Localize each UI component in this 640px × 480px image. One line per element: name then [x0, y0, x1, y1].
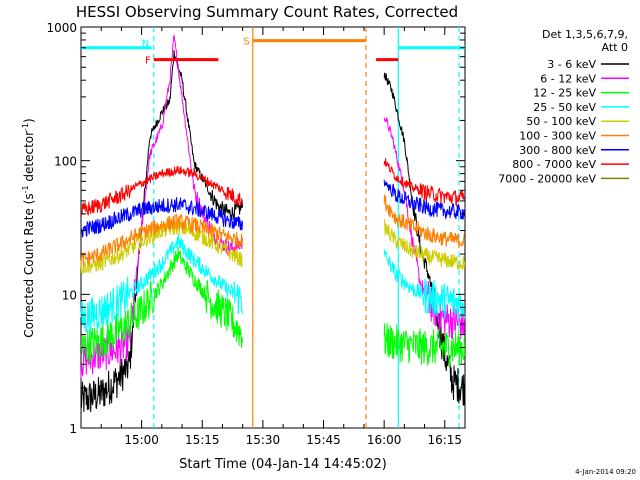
series-line-post-4 — [383, 218, 466, 272]
legend-entry-label-2: 12 - 25 keV — [533, 87, 596, 100]
x-tick-label-3: 15:45 — [306, 433, 341, 447]
y-tick-label-0: 1 — [69, 422, 77, 436]
legend-entry-label-7: 800 - 7000 keV — [512, 158, 596, 171]
x-tick-label-0: 15:00 — [124, 433, 159, 447]
x-tick-label-2: 15:30 — [246, 433, 281, 447]
state-bars: NF S — [81, 37, 465, 67]
plot-frame — [80, 26, 466, 429]
y-axis-label-end: ) — [22, 118, 36, 123]
legend-entry-label-6: 300 - 800 keV — [519, 144, 596, 157]
attenuator-bar-label-0: N — [142, 39, 149, 50]
series-line-post-2 — [383, 322, 466, 368]
legend-entry-label-8: 7000 - 20000 keV — [498, 172, 596, 185]
legend-entry-label-0: 3 - 6 keV — [547, 58, 596, 71]
plot-area — [80, 26, 466, 429]
y-axis-label-sup2: -1 — [21, 123, 30, 131]
legend-entry-label-3: 25 - 50 keV — [533, 101, 596, 114]
chart-title: HESSI Observing Summary Count Rates, Cor… — [76, 3, 458, 21]
series-lines — [80, 33, 466, 413]
series-line-post-7 — [383, 158, 466, 208]
y-axis: 1 10 100 1000 — [46, 21, 465, 436]
y-axis-label-main: Corrected Count Rate (s — [22, 193, 36, 337]
legend-entry-label-4: 50 - 100 keV — [526, 115, 596, 128]
series-line-pre-1 — [80, 33, 243, 379]
series-line-pre-0 — [80, 50, 243, 413]
series-line-post-6 — [383, 179, 466, 220]
y-axis-label-mid: detector — [22, 131, 36, 186]
x-tick-label-1: 15:15 — [185, 433, 220, 447]
legend-header-line2: Att 0 — [602, 41, 628, 54]
x-axis: 15:00 15:15 15:30 15:45 16:00 16:15 — [80, 27, 466, 447]
x-axis-label: Start Time (04-Jan-14 14:45:02) — [179, 457, 387, 472]
legend-header-line1: Det 1,3,5,6,7,9, — [542, 28, 628, 41]
generated-timestamp: 4-Jan-2014 09:20 — [575, 468, 636, 476]
saa-bar-label-0: S — [243, 37, 249, 48]
series-line-post-5 — [383, 194, 465, 249]
y-axis-label: Corrected Count Rate (s-1 detector-1) — [21, 118, 36, 337]
legend-entry-label-1: 6 - 12 keV — [540, 72, 596, 85]
series-line-post-3 — [383, 249, 466, 321]
y-tick-label-2: 100 — [54, 155, 77, 169]
y-tick-label-1: 10 — [62, 288, 77, 302]
x-tick-label-5: 16:15 — [427, 433, 462, 447]
series-line-pre-6 — [80, 197, 243, 238]
series-line-pre-3 — [80, 234, 243, 335]
y-axis-label-sup1: -1 — [21, 185, 30, 193]
series-line-pre-7 — [80, 165, 243, 217]
x-tick-label-4: 16:00 — [367, 433, 402, 447]
y-tick-label-3: 1000 — [46, 21, 77, 35]
legend-entry-label-5: 100 - 300 keV — [519, 130, 596, 143]
series-line-pre-5 — [80, 213, 243, 267]
flare-bar-label-0: F — [145, 56, 151, 67]
series-line-post-0 — [383, 72, 466, 406]
